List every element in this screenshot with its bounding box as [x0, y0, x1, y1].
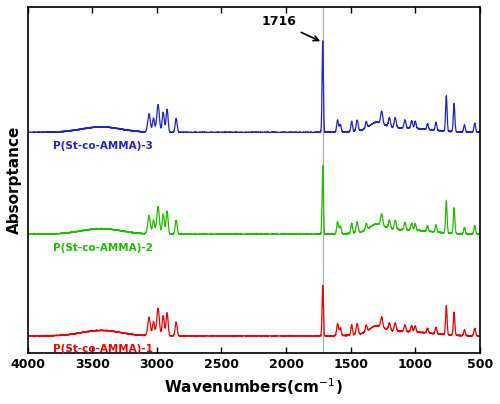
- Text: P(St-co-AMMA)-2: P(St-co-AMMA)-2: [54, 243, 153, 252]
- Text: P(St-co-AMMA)-1: P(St-co-AMMA)-1: [54, 345, 153, 354]
- Text: P(St-co-AMMA)-3: P(St-co-AMMA)-3: [54, 141, 153, 151]
- X-axis label: Wavenumbers(cm$^{-1}$): Wavenumbers(cm$^{-1}$): [164, 377, 343, 397]
- Y-axis label: Absorptance: Absorptance: [7, 126, 22, 234]
- Text: 1716: 1716: [262, 15, 318, 41]
